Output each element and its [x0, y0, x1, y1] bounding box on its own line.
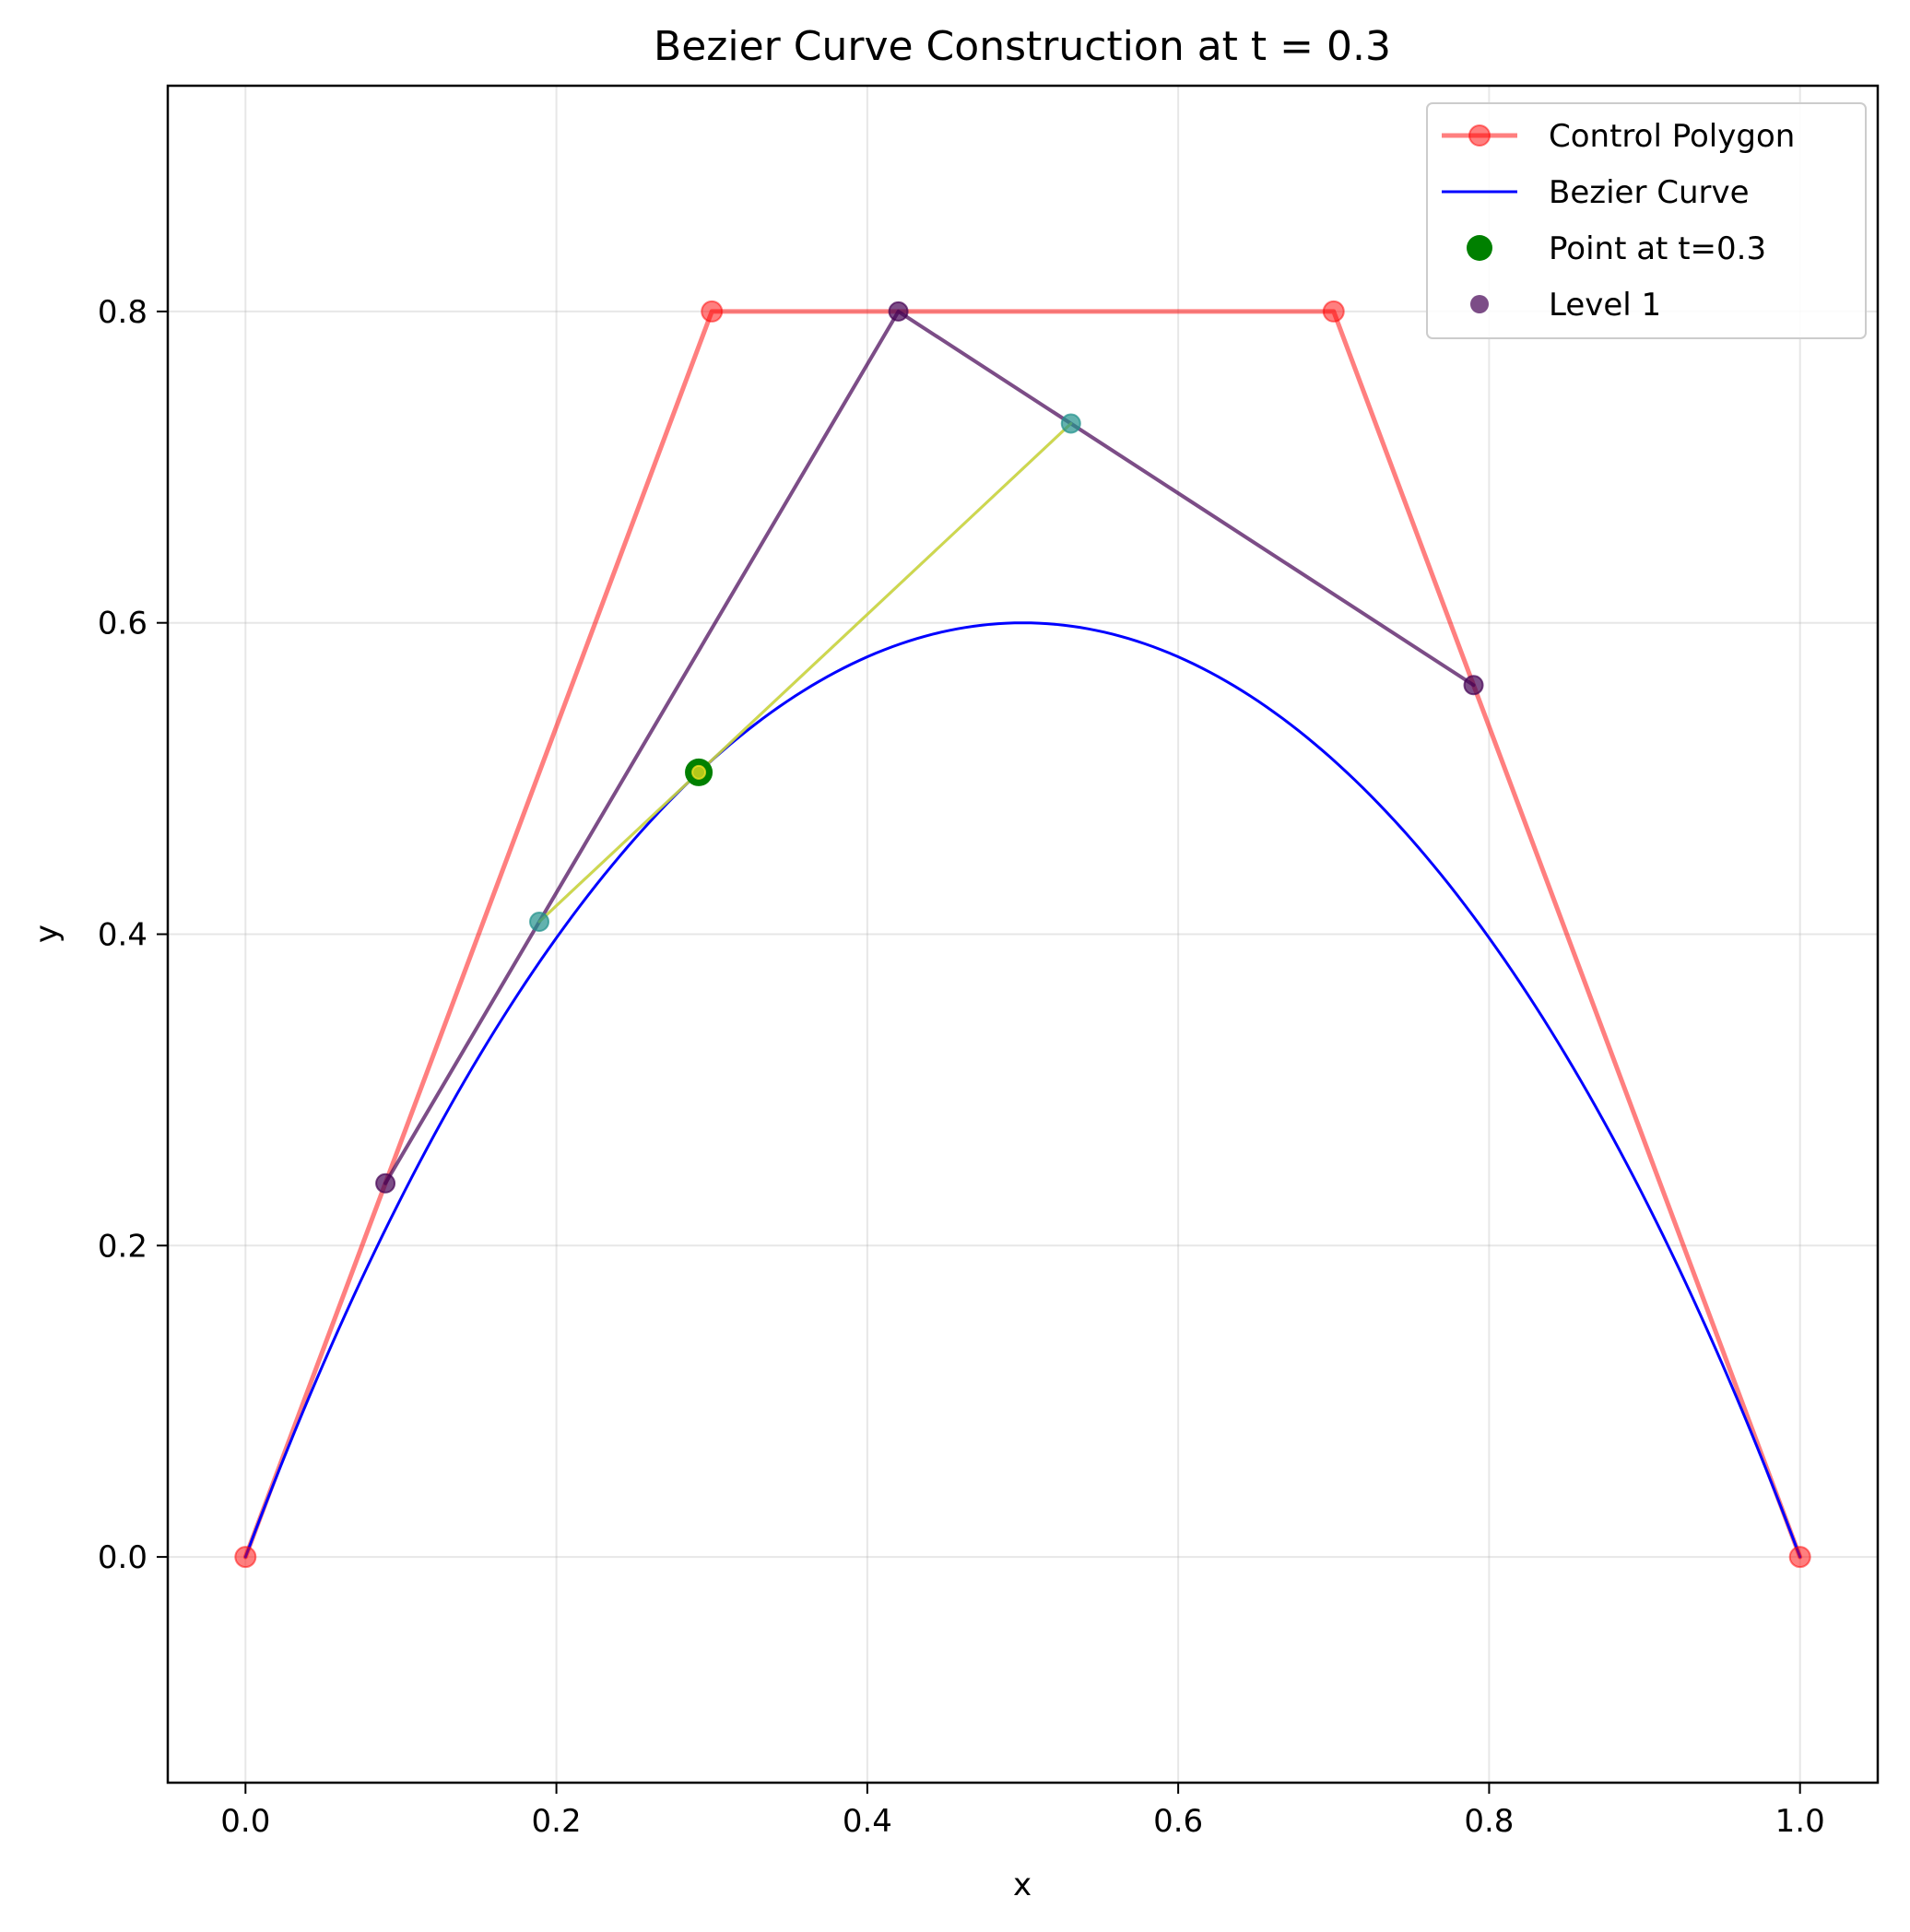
plot-series [234, 300, 1811, 1569]
control-point-marker [234, 1546, 257, 1569]
legend-marker-icon [1467, 235, 1492, 261]
bezier-curve-line [243, 621, 1802, 1559]
level-1-marker [888, 300, 909, 322]
legend-marker-icon [1470, 295, 1489, 313]
y-tick-label: 0.0 [98, 1539, 147, 1576]
level-1-marker [375, 1172, 396, 1194]
level-2-marker [1060, 413, 1081, 434]
y-tick-label: 0.2 [98, 1228, 147, 1265]
x-tick-label: 0.8 [1464, 1803, 1514, 1840]
grid [168, 86, 1878, 1783]
level-1-marker [1463, 675, 1484, 696]
legend-label: Point at t=0.3 [1549, 230, 1766, 267]
legend-label: Level 1 [1549, 287, 1661, 324]
x-tick-label: 0.0 [220, 1803, 270, 1840]
level-3-line [537, 422, 1073, 924]
chart-title: Bezier Curve Construction at t = 0.3 [654, 23, 1391, 70]
plot-frame [166, 84, 1880, 1785]
y-tick-label: 0.4 [98, 917, 147, 954]
control-polygon-line [242, 309, 1803, 1560]
legend-marker-icon [1468, 124, 1491, 147]
y-tick-label: 0.6 [98, 606, 147, 642]
y-tick-label: 0.8 [98, 294, 147, 331]
axis-ticks: 0.0 0.2 0.4 0.6 0.8 1.0 0.0 0.2 0.4 0.6 0.8 [98, 294, 1825, 1840]
control-point-marker [1322, 300, 1345, 323]
x-axis-label: x [1013, 1867, 1032, 1903]
legend-label: Bezier Curve [1549, 174, 1750, 211]
control-point-marker [701, 300, 724, 323]
legend-box [1426, 102, 1867, 339]
y-axis-label: y [29, 925, 65, 943]
x-tick-label: 1.0 [1775, 1803, 1825, 1840]
x-tick-label: 0.4 [843, 1803, 892, 1840]
legend: Control Polygon Bezier Curve Point at t=0.… [1426, 102, 1867, 339]
level-2-marker [529, 911, 550, 932]
x-tick-label: 0.6 [1153, 1803, 1203, 1840]
control-point-marker [1788, 1546, 1811, 1569]
x-tick-label: 0.2 [532, 1803, 582, 1840]
legend-label: Control Polygon [1549, 118, 1795, 155]
level-3-marker [691, 764, 707, 780]
